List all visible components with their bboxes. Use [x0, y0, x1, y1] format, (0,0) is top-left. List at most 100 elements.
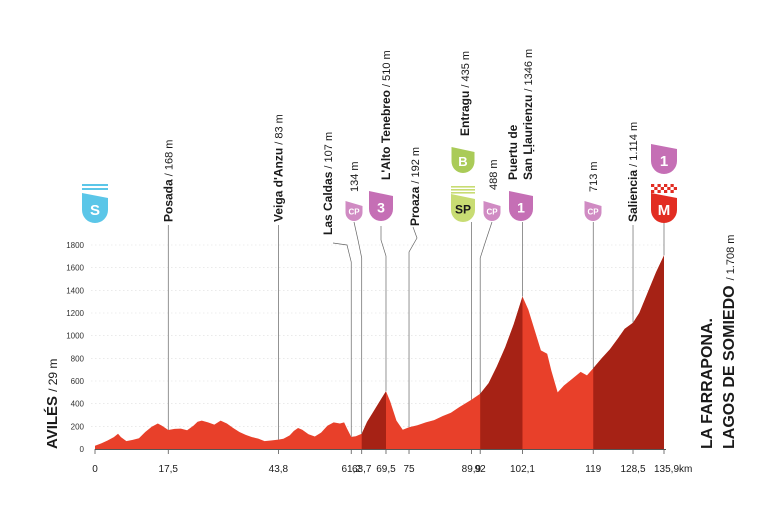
- checker-square: [651, 184, 655, 187]
- badge-start-s: S: [82, 193, 108, 223]
- checker-square: [670, 190, 674, 193]
- climb-segment-area: [480, 296, 523, 449]
- checker-square: [657, 184, 661, 187]
- badge-cat3-l-alto-tenebreo: 3: [369, 191, 393, 221]
- start-stripe: [82, 184, 108, 186]
- badge-cp-3: CP: [584, 201, 602, 221]
- badge-finish-m-shape: [651, 193, 677, 223]
- sprint-stripe: [451, 192, 475, 194]
- axes: 0 200 400 600 800 1000 1200 1400 1600 1800 0 17,5 43…: [66, 241, 692, 475]
- waypoint-label-entragu: Entragu / 435 m: [458, 51, 472, 136]
- x-tick-label: 43,8: [269, 464, 289, 475]
- badge-cp-1-text: CP: [348, 208, 360, 217]
- badge-sprint-entragu: SP: [451, 194, 475, 222]
- waypoint-label-puertu-line1: Puertu de: [506, 124, 520, 180]
- checker-square: [673, 187, 677, 190]
- checker-square: [660, 187, 664, 190]
- waypoint-label-cp-1: 134 m: [349, 161, 361, 192]
- sprint-stripe: [451, 189, 475, 191]
- badge-cp-1-shape: [345, 201, 363, 221]
- x-tick-label: 128,5: [621, 464, 646, 475]
- y-tick-label: 1000: [66, 332, 84, 341]
- checker-square: [664, 190, 668, 193]
- y-tick-label: 600: [71, 377, 85, 386]
- waypoint-label-cp-2: 488 m: [488, 159, 500, 190]
- badge-finish-m-text: M: [658, 202, 671, 219]
- y-tick-label: 1800: [66, 241, 84, 250]
- waypoint-line-l-alto-tenebreo: [380, 226, 387, 392]
- y-tick-label: 200: [71, 422, 85, 431]
- x-tick-label: 75: [403, 464, 415, 475]
- x-tick-label: 92: [475, 464, 487, 475]
- checker-square: [670, 184, 674, 187]
- x-tick-label: 69,5: [376, 464, 396, 475]
- badge-start-s-shape: [82, 193, 108, 223]
- finish-checkered-icon: [651, 184, 677, 193]
- badge-cp-1: CP: [345, 201, 363, 221]
- badge-cat1-puertu-shape: [509, 191, 533, 221]
- climb-segment-area: [361, 391, 386, 449]
- x-tick-label: 0: [92, 464, 98, 475]
- checker-square: [657, 190, 661, 193]
- badge-cat1-finish: 1: [651, 144, 677, 174]
- badge-cat1-finish-text: 1: [660, 153, 668, 170]
- badge-cat3-l-alto-tenebreo-shape: [369, 191, 393, 221]
- waypoint-label-saliencia: Saliencia / 1.114 m: [626, 122, 640, 222]
- badge-cat1-puertu: 1: [509, 191, 533, 221]
- badge-sprint-entragu-shape: [451, 194, 475, 222]
- badge-cat3-l-alto-tenebreo-text: 3: [377, 199, 385, 215]
- checker-square: [654, 187, 658, 190]
- y-tick-label: 1400: [66, 286, 84, 295]
- start-stripe: [82, 188, 108, 190]
- finish-elevation: / 1.708 m: [725, 235, 737, 281]
- checker-square: [651, 190, 655, 193]
- y-tick-label: 400: [71, 400, 85, 409]
- badge-sprint-entragu-text: SP: [455, 202, 471, 216]
- badge-finish-m: M: [651, 193, 677, 223]
- waypoint-labels: Posada / 168 m Veiga d'Anzu / 83 m Las Cal…: [161, 49, 640, 235]
- elevation-area: [95, 255, 664, 449]
- checker-square: [667, 187, 671, 190]
- y-tick-label: 1600: [66, 264, 84, 273]
- badge-cp-3-text: CP: [587, 208, 599, 217]
- waypoint-line-las-caldas: [332, 242, 352, 437]
- waypoint-lines: [167, 221, 665, 440]
- y-tick-label: 0: [80, 445, 85, 454]
- finish-name-line2: LAGOS DE SOMIEDO/ 1.708 m: [721, 235, 738, 449]
- waypoint-label-cp-3: 713 m: [588, 161, 600, 192]
- badge-cp-2-text: CP: [486, 208, 498, 217]
- x-tick-label: 135,9: [654, 464, 679, 475]
- badge-cat1-finish-shape: [651, 144, 677, 174]
- x-tick-label: 102,1: [510, 464, 535, 475]
- badge-cp-2-shape: [483, 201, 501, 221]
- badge-bonus-entragu-text: B: [458, 154, 467, 169]
- badge-cp-3-shape: [584, 201, 602, 221]
- start-town-label: AVILÉS/ 29 m: [44, 359, 61, 449]
- climb-segment-area: [593, 255, 664, 449]
- x-tick-label: 17,5: [159, 464, 179, 475]
- badge-bonus-entragu-shape: [451, 147, 475, 174]
- waypoint-label-veiga-d-anzu: Veiga d'Anzu / 83 m: [271, 114, 285, 222]
- waypoint-line-proaza: [408, 226, 418, 428]
- waypoint-line-cp-2: [479, 221, 493, 394]
- badge-cp-2: CP: [483, 201, 501, 221]
- checker-square: [664, 184, 668, 187]
- badge-cat1-puertu-text: 1: [517, 199, 525, 215]
- waypoint-label-posada: Posada / 168 m: [161, 140, 175, 222]
- x-unit-label: km: [679, 464, 692, 475]
- y-tick-label: 1200: [66, 309, 84, 318]
- y-tick-label: 800: [71, 354, 85, 363]
- sprint-stripe: [451, 186, 475, 188]
- start-badge-stripes: [82, 184, 108, 190]
- start-elevation: / 29 m: [46, 359, 60, 392]
- x-tick-label: 63,7: [352, 464, 372, 475]
- badge-sprint-entragu-stripes: [451, 186, 475, 194]
- badges: CP 3 B SP CP 1 CP 1 M S: [82, 144, 677, 223]
- x-tick-label: 89,9: [462, 464, 482, 475]
- waypoint-label-l-alto-tenebreo: L'Alto Tenebreo / 510 m: [379, 50, 393, 180]
- waypoint-label-proaza: Proaza / 192 m: [408, 147, 422, 226]
- waypoint-line-cp-1: [353, 221, 363, 434]
- x-tick-label: 61,2: [342, 464, 362, 475]
- x-tick-label: 119: [585, 464, 601, 475]
- badge-start-s-text: S: [90, 202, 100, 219]
